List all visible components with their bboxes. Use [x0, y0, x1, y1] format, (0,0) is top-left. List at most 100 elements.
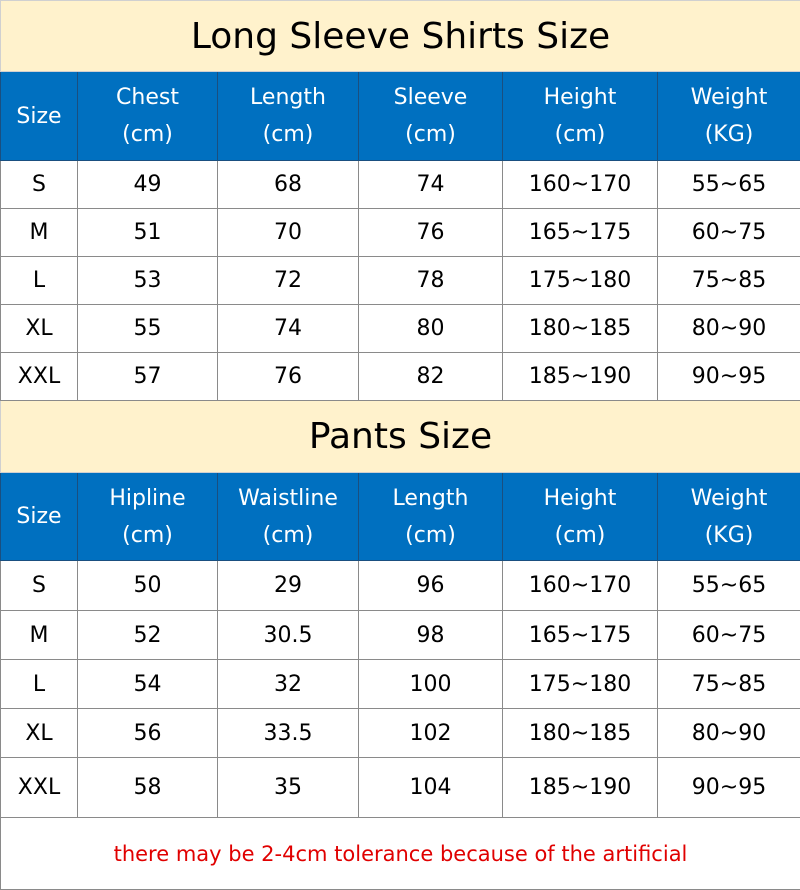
table-cell: 74 [218, 305, 359, 353]
table-cell: 98 [359, 611, 503, 660]
column-header-unit: (cm) [218, 116, 358, 153]
column-header-label: Hipline [78, 480, 217, 517]
table-cell: 55 [78, 305, 218, 353]
column-header-label: Size [1, 98, 77, 135]
column-header: Chest(cm) [78, 72, 218, 161]
column-header-unit: (cm) [359, 116, 502, 153]
column-header-unit: (cm) [78, 116, 217, 153]
table-cell: 180~185 [503, 709, 658, 758]
table-cell: 104 [359, 758, 503, 818]
shirts-title-row: Long Sleeve Shirts Size [1, 1, 800, 72]
table-cell: 72 [218, 257, 359, 305]
table-cell: 70 [218, 209, 359, 257]
table-cell: XL [1, 709, 78, 758]
table-cell: 175~180 [503, 257, 658, 305]
column-header: Height(cm) [503, 473, 658, 561]
table-cell: XXL [1, 758, 78, 818]
table-cell: 90~95 [658, 758, 800, 818]
table-cell: 90~95 [658, 353, 800, 401]
table-cell: L [1, 257, 78, 305]
table-cell: 80~90 [658, 709, 800, 758]
column-header-label: Sleeve [359, 79, 502, 116]
footer-row: there may be 2-4cm tolerance because of … [1, 818, 800, 890]
table-cell: 185~190 [503, 758, 658, 818]
table-cell: 82 [359, 353, 503, 401]
column-header-label: Weight [658, 79, 800, 116]
column-header: Waistline(cm) [218, 473, 359, 561]
column-header: Hipline(cm) [78, 473, 218, 561]
table-cell: 185~190 [503, 353, 658, 401]
shirts-title: Long Sleeve Shirts Size [1, 1, 800, 72]
table-cell: 60~75 [658, 209, 800, 257]
table-cell: 54 [78, 660, 218, 709]
table-cell: 80 [359, 305, 503, 353]
column-header-unit: (cm) [218, 517, 358, 554]
table-cell: 57 [78, 353, 218, 401]
table-cell: 55~65 [658, 161, 800, 209]
table-cell: 96 [359, 561, 503, 611]
table-cell: 78 [359, 257, 503, 305]
table-cell: 75~85 [658, 257, 800, 305]
table-cell: 100 [359, 660, 503, 709]
table-cell: M [1, 209, 78, 257]
column-header-unit: (cm) [359, 517, 502, 554]
column-header-label: Chest [78, 79, 217, 116]
table-cell: S [1, 561, 78, 611]
column-header-label: Height [503, 480, 657, 517]
column-header: Sleeve(cm) [359, 72, 503, 161]
column-header-unit: (KG) [658, 517, 800, 554]
table-cell: S [1, 161, 78, 209]
table-cell: 74 [359, 161, 503, 209]
column-header-label: Size [1, 498, 77, 535]
column-header: Weight(KG) [658, 473, 800, 561]
column-header-label: Length [218, 79, 358, 116]
column-header: Size [1, 473, 78, 561]
column-header: Length(cm) [359, 473, 503, 561]
table-cell: 35 [218, 758, 359, 818]
table-cell: 76 [359, 209, 503, 257]
column-header: Height(cm) [503, 72, 658, 161]
column-header: Length(cm) [218, 72, 359, 161]
table-cell: 60~75 [658, 611, 800, 660]
table-cell: XL [1, 305, 78, 353]
table-cell: 30.5 [218, 611, 359, 660]
table-cell: 102 [359, 709, 503, 758]
column-header: Size [1, 72, 78, 161]
column-header-label: Height [503, 79, 657, 116]
column-header-unit: (cm) [503, 116, 657, 153]
table-cell: M [1, 611, 78, 660]
table-cell: 56 [78, 709, 218, 758]
table-cell: 180~185 [503, 305, 658, 353]
tolerance-note: there may be 2-4cm tolerance because of … [1, 818, 800, 890]
column-header-unit: (KG) [658, 116, 800, 153]
table-cell: XXL [1, 353, 78, 401]
table-cell: 80~90 [658, 305, 800, 353]
column-header-label: Weight [658, 480, 800, 517]
table-cell: 53 [78, 257, 218, 305]
table-cell: 75~85 [658, 660, 800, 709]
table-cell: 50 [78, 561, 218, 611]
pants-title: Pants Size [1, 401, 800, 473]
table-cell: 58 [78, 758, 218, 818]
table-cell: 160~170 [503, 561, 658, 611]
table-cell: 165~175 [503, 209, 658, 257]
table-cell: 165~175 [503, 611, 658, 660]
column-header-label: Length [359, 480, 502, 517]
table-cell: 33.5 [218, 709, 359, 758]
column-header-label: Waistline [218, 480, 358, 517]
table-cell: 51 [78, 209, 218, 257]
table-cell: L [1, 660, 78, 709]
table-cell: 49 [78, 161, 218, 209]
